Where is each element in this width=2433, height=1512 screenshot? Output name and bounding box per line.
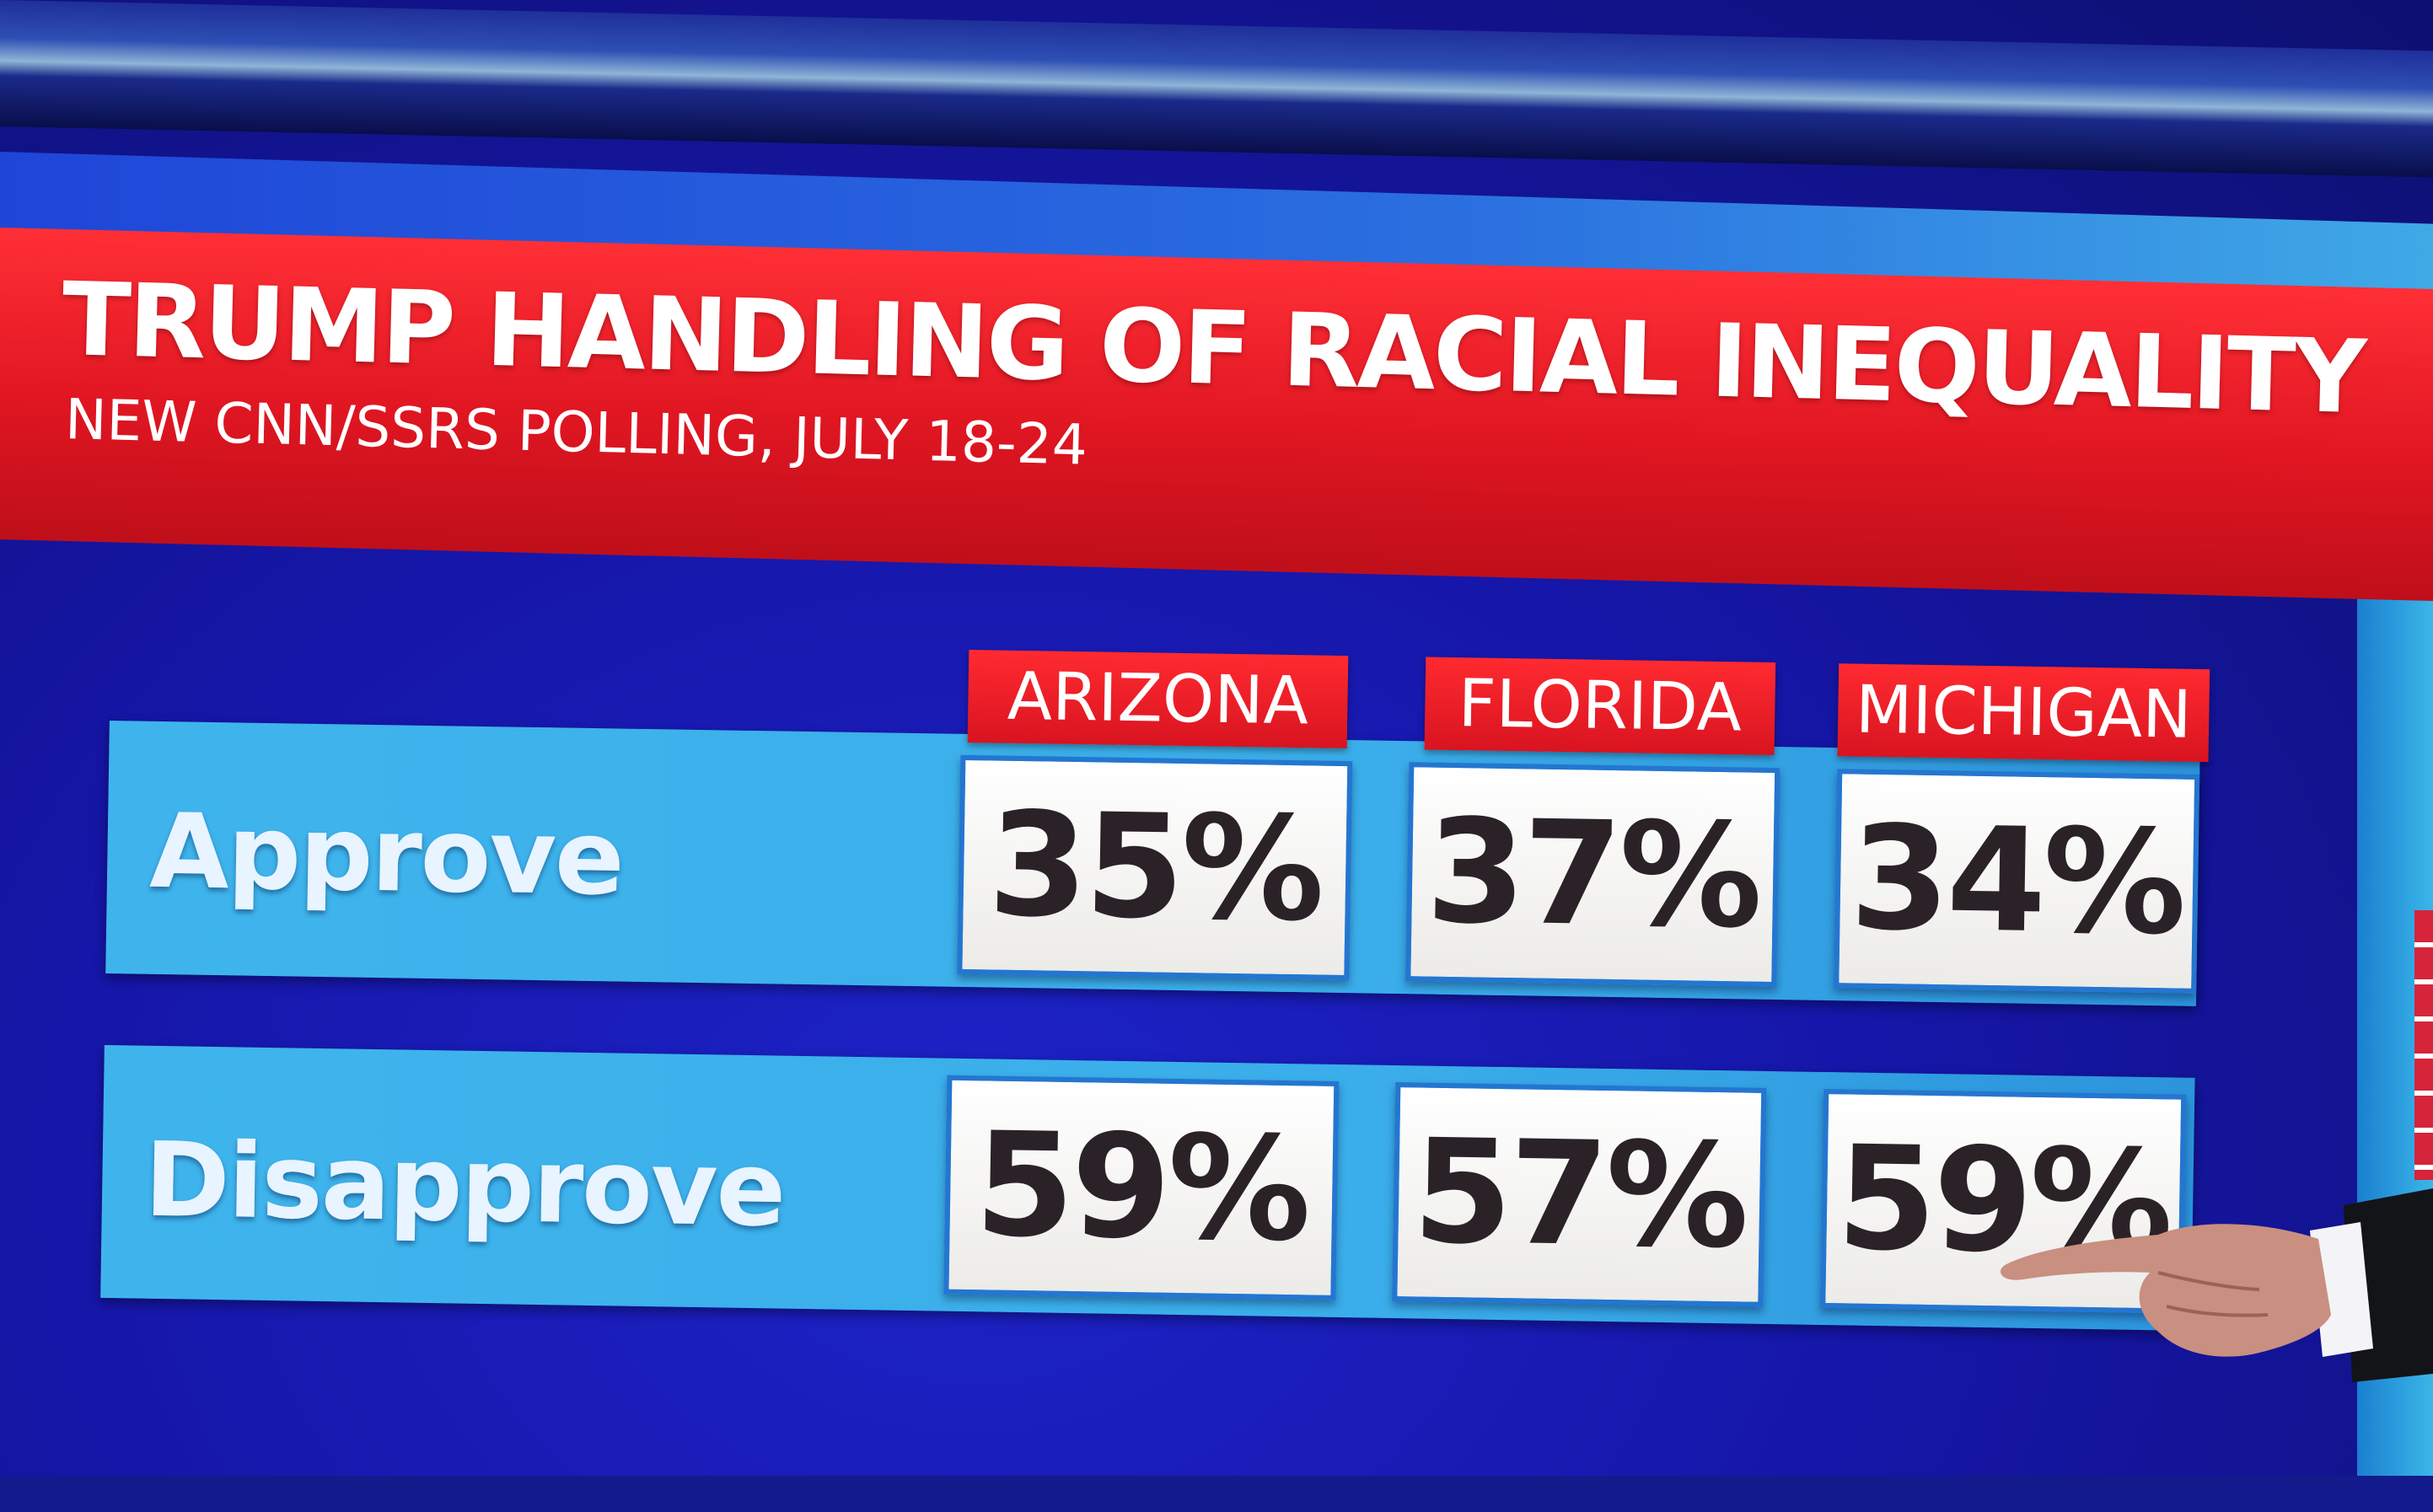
cell-approve-michigan: 34%	[1834, 769, 2200, 994]
column-header-florida: FLORIDA	[1424, 657, 1776, 756]
presenter-hand	[1990, 1188, 2433, 1476]
cell-approve-florida: 37%	[1405, 762, 1780, 988]
row-label-disapprove: Disapprove	[143, 1119, 786, 1250]
column-header-michigan: MICHIGAN	[1837, 663, 2210, 763]
cell-disapprove-florida: 57%	[1392, 1082, 1767, 1307]
row-label-approve: Approve	[148, 791, 624, 919]
column-header-arizona: ARIZONA	[967, 650, 1349, 749]
cell-approve-arizona: 35%	[957, 754, 1353, 981]
cell-disapprove-arizona: 59%	[943, 1075, 1340, 1300]
presenter-hand-illustration	[2000, 1188, 2433, 1382]
right-edge-chip	[2414, 910, 2433, 1180]
tv-screen: TRUMP HANDLING OF RACIAL INEQUALITY NEW …	[0, 0, 2433, 1476]
hand-shape	[2000, 1224, 2331, 1357]
shirt-cuff	[2310, 1222, 2373, 1357]
